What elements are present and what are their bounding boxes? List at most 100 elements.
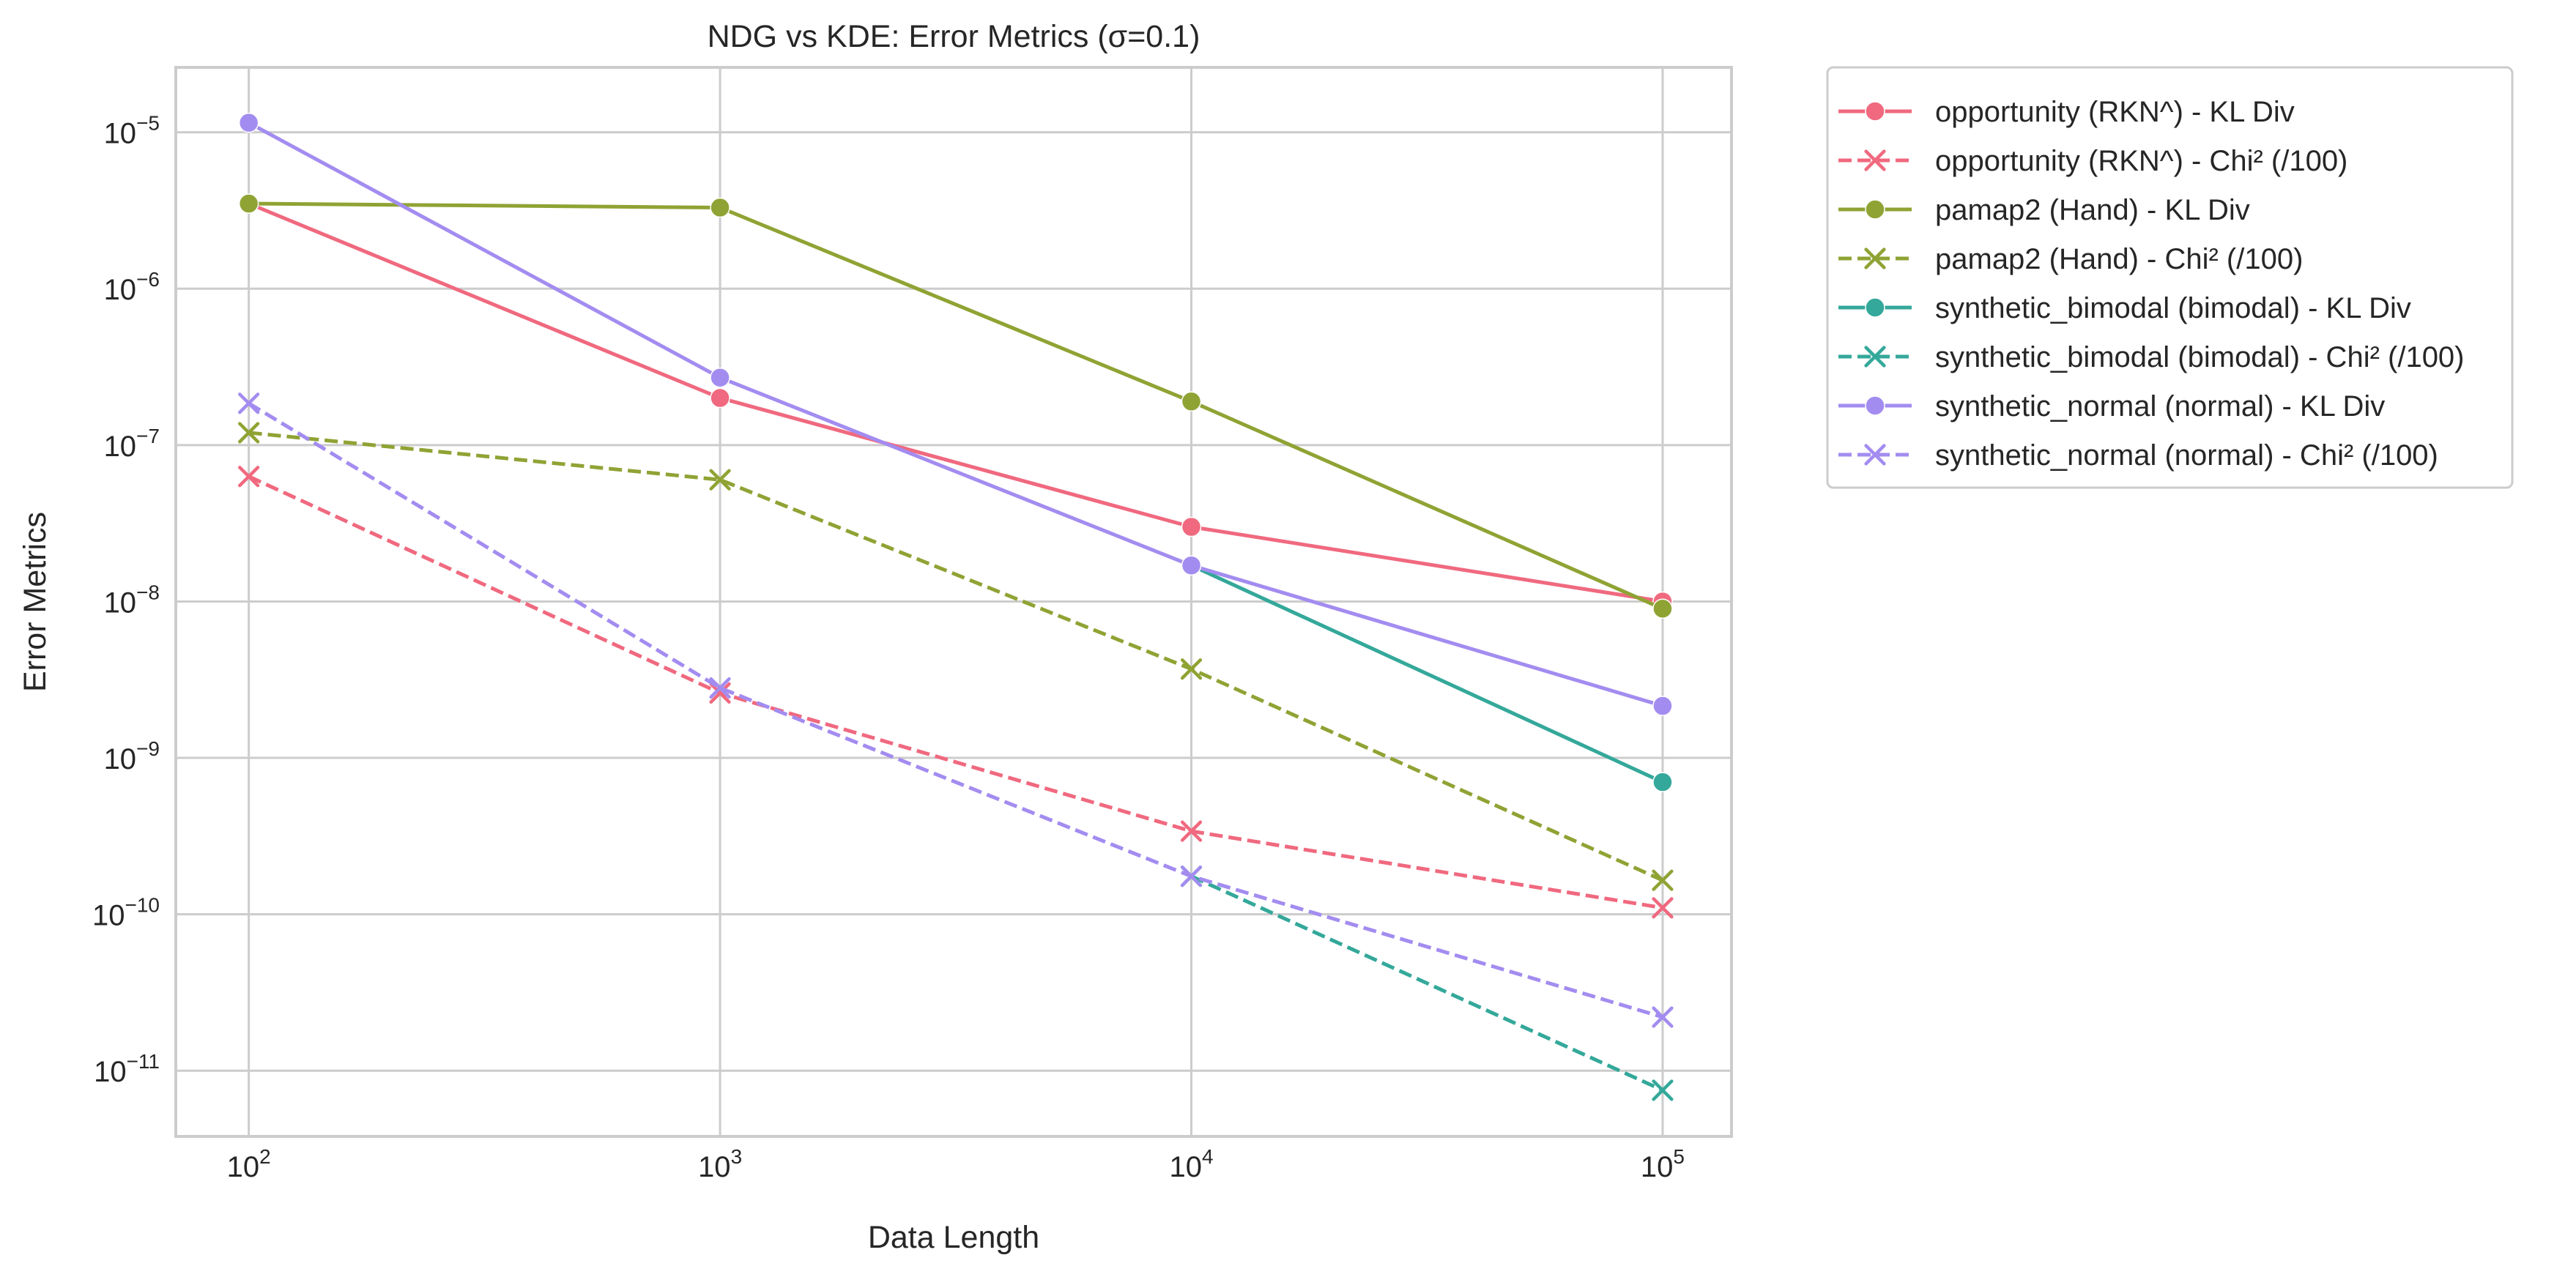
y-tick-label: 10−5: [104, 112, 160, 150]
legend-item: opportunity (RKN^) - KL Div: [1838, 96, 2295, 128]
legend-label: synthetic_bimodal (bimodal) - KL Div: [1935, 292, 2411, 324]
y-tick-base: 10: [104, 587, 137, 619]
data-point-x: [1864, 247, 1886, 269]
y-tick-label: 10−7: [104, 425, 160, 463]
y-tick-label: 10−11: [94, 1050, 160, 1088]
data-point-circle: [710, 197, 730, 218]
data-point-x: [1180, 865, 1203, 887]
series-path: [1190, 874, 1664, 1092]
data-point-x: [238, 422, 260, 444]
data-point-x: [1864, 149, 1886, 171]
x-tick-label: 104: [1170, 1145, 1214, 1183]
x-tick-base: 10: [227, 1151, 260, 1183]
legend-label: opportunity (RKN^) - KL Div: [1935, 96, 2295, 128]
data-point-x: [1652, 897, 1674, 919]
x-tick-base: 10: [1641, 1151, 1674, 1183]
legend-item: synthetic_bimodal (bimodal) - KL Div: [1838, 292, 2411, 324]
data-point-x: [1652, 1079, 1674, 1101]
legend-label: synthetic_normal (normal) - Chi² (/100): [1935, 439, 2438, 472]
series-path: [248, 121, 1663, 708]
data-point-circle: [1865, 199, 1885, 220]
y-tick-exp: −9: [136, 737, 160, 760]
data-point-x: [709, 469, 731, 491]
series-chi2-line: [1180, 865, 1674, 1101]
legend-item: pamap2 (Hand) - KL Div: [1838, 194, 2250, 226]
data-point-x: [1180, 820, 1203, 842]
y-axis-label: Error Metrics: [18, 512, 53, 692]
data-point-circle: [1181, 391, 1202, 412]
y-tick-exp: −10: [125, 894, 160, 917]
legend-label: synthetic_normal (normal) - KL Div: [1935, 390, 2385, 422]
data-point-circle: [1181, 555, 1202, 576]
series-path: [1190, 563, 1664, 784]
y-tick-label: 10−8: [104, 581, 160, 619]
data-point-circle: [1865, 101, 1885, 122]
series-path: [248, 474, 1663, 910]
y-tick-base: 10: [104, 274, 137, 306]
data-point-circle: [238, 193, 259, 214]
legend: opportunity (RKN^) - KL Div opportunity (…: [1826, 66, 2514, 489]
x-tick-label: 105: [1641, 1145, 1685, 1183]
legend-label: opportunity (RKN^) - Chi² (/100): [1935, 145, 2347, 177]
y-tick-exp: −6: [136, 268, 160, 291]
x-tick-label: 103: [698, 1145, 742, 1183]
series-chi2-line: [238, 466, 1674, 919]
y-tick-base: 10: [104, 431, 137, 463]
series-kl-line: [238, 112, 1673, 716]
y-tick-exp: −7: [136, 425, 160, 447]
legend-box: [1826, 66, 2514, 489]
data-point-x: [1180, 658, 1203, 680]
data-point-x: [1652, 869, 1674, 891]
data-point-circle: [238, 112, 259, 133]
legend-label: synthetic_bimodal (bimodal) - Chi² (/100…: [1935, 341, 2465, 373]
series-path: [248, 201, 1664, 611]
y-tick-base: 10: [104, 743, 137, 775]
legend-item: synthetic_bimodal (bimodal) - Chi² (/100…: [1838, 341, 2465, 373]
y-tick-label: 10−10: [92, 894, 160, 932]
data-point-x: [1864, 346, 1886, 368]
legend-label: pamap2 (Hand) - KL Div: [1935, 194, 2250, 226]
y-tick-base: 10: [104, 118, 137, 150]
data-point-circle: [1652, 696, 1673, 716]
data-point-x: [238, 392, 260, 414]
y-tick-label: 10−6: [104, 268, 160, 306]
legend-item: opportunity (RKN^) - Chi² (/100): [1838, 145, 2347, 177]
data-point-x: [1864, 444, 1886, 466]
series-kl-line: [238, 193, 1673, 612]
y-tick-label: 10−9: [104, 737, 160, 775]
series-path: [248, 431, 1664, 882]
x-tick-label: 102: [227, 1145, 271, 1183]
x-tick-exp: 3: [731, 1145, 743, 1168]
series-chi2-line: [238, 422, 1674, 891]
x-tick-base: 10: [1170, 1151, 1203, 1183]
data-point-circle: [1652, 598, 1673, 619]
series-layer: [238, 112, 1674, 1101]
plot-frame: [174, 66, 1733, 1138]
legend-item: synthetic_normal (normal) - Chi² (/100): [1838, 439, 2438, 472]
legend-label: pamap2 (Hand) - Chi² (/100): [1935, 243, 2303, 275]
chart-title: NDG vs KDE: Error Metrics (σ=0.1): [708, 19, 1200, 54]
data-point-x: [709, 682, 731, 704]
x-tick-base: 10: [698, 1151, 731, 1183]
y-tick-exp: −8: [136, 581, 160, 603]
data-point-x: [709, 677, 731, 699]
data-point-x: [238, 466, 260, 488]
y-tick-exp: −5: [136, 112, 160, 135]
grid-lines: [176, 67, 1731, 1136]
x-tick-exp: 5: [1673, 1145, 1685, 1168]
series-chi2-line: [238, 392, 1674, 1028]
y-tick-base: 10: [94, 1056, 127, 1088]
data-point-circle: [710, 367, 730, 388]
data-point-x: [1652, 1006, 1674, 1028]
data-point-circle: [1181, 516, 1202, 537]
legend-item: synthetic_normal (normal) - KL Div: [1838, 390, 2385, 422]
data-point-circle: [1865, 395, 1885, 416]
legend-item: pamap2 (Hand) - Chi² (/100): [1838, 243, 2303, 275]
x-tick-exp: 2: [259, 1145, 271, 1168]
x-axis-label: Data Length: [868, 1220, 1039, 1255]
x-ticks: 102 103 104 105: [227, 1145, 1685, 1183]
x-tick-exp: 4: [1202, 1145, 1214, 1168]
data-point-circle: [1652, 772, 1673, 792]
